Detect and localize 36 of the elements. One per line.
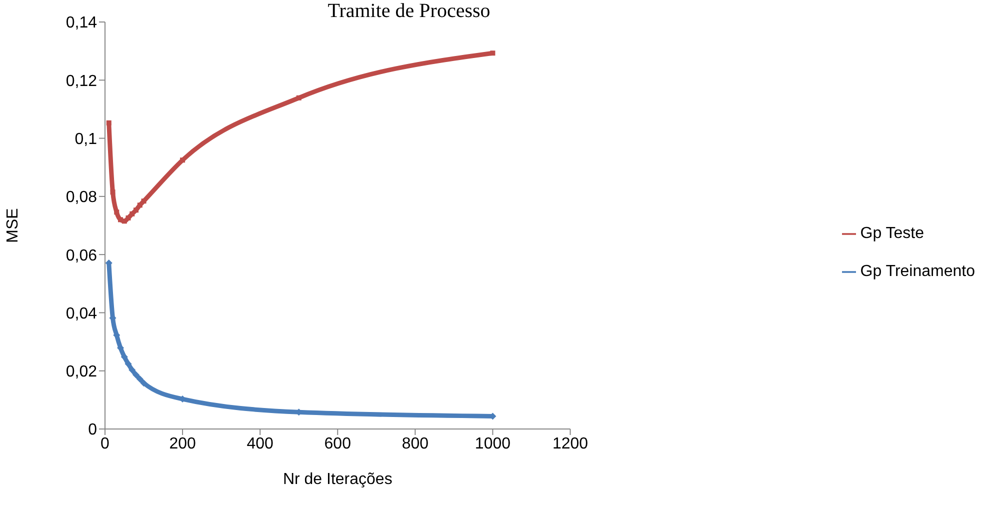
point [128, 366, 136, 374]
point [126, 215, 131, 220]
y-tick-label: 0,08 [66, 189, 98, 206]
x-tick-label: 1200 [552, 435, 588, 452]
x-tick-label: 0 [100, 435, 110, 452]
point [490, 50, 496, 56]
y-tick-label: 0,1 [74, 130, 98, 148]
point [141, 198, 146, 204]
point [122, 218, 127, 224]
y-axis-title: MSE [4, 208, 22, 243]
y-tick-label: 0,12 [66, 72, 98, 90]
y-tick-label: 0,14 [66, 14, 98, 32]
x-tick-label: 1000 [474, 435, 511, 452]
y-tick-label: 0,02 [66, 364, 98, 381]
point [134, 208, 139, 213]
x-tick-label: 400 [246, 435, 274, 452]
point [180, 158, 186, 163]
legend-label: Gp Treinamento [860, 263, 975, 280]
y-tick-label: 0,04 [66, 305, 98, 322]
x-tick-label: 800 [402, 435, 429, 452]
y-tick-label: 0,06 [66, 247, 98, 264]
y-tick-label: 0 [88, 422, 98, 439]
point [132, 371, 140, 378]
point [140, 380, 148, 387]
legend-label: Gp Teste [860, 225, 924, 242]
point [296, 95, 302, 100]
point [124, 360, 132, 368]
x-axis-title: Nr de Iterações [282, 471, 392, 488]
point [137, 202, 142, 208]
x-tick-label: 200 [169, 435, 196, 452]
x-tick-label: 600 [324, 435, 352, 452]
chart-title: Tramite de Processo [326, 0, 492, 22]
point [106, 120, 112, 126]
point [114, 210, 120, 215]
point [130, 211, 135, 216]
point [136, 375, 144, 382]
